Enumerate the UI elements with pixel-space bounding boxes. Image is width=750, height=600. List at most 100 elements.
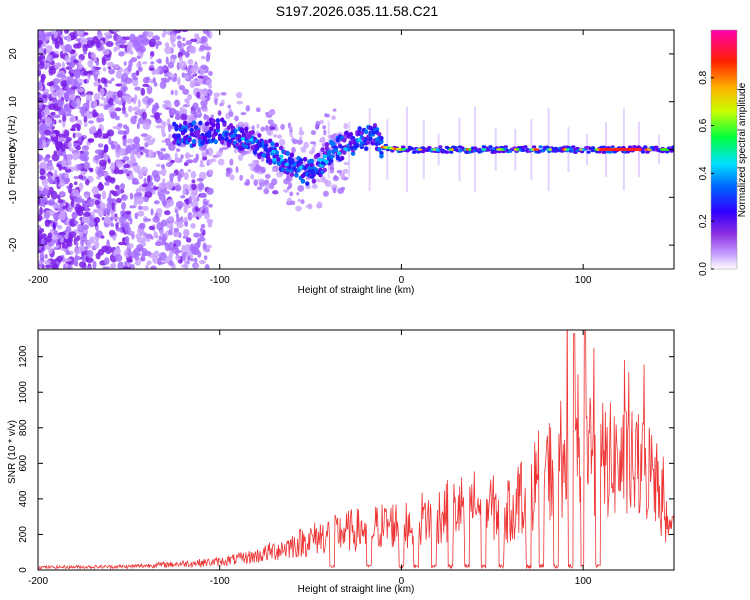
spectrogram-cell — [146, 175, 151, 184]
spectrogram-cell — [146, 98, 152, 106]
spectrogram-cell — [309, 141, 317, 145]
spectrogram-cell — [315, 120, 321, 126]
spectrogram-cell — [199, 227, 204, 233]
spectrogram-cell — [319, 119, 324, 125]
spectrogram-cell — [315, 125, 319, 130]
spectrogram-cell — [170, 36, 174, 46]
spectrogram-cell — [196, 239, 201, 248]
spectrogram-cell — [77, 223, 84, 233]
spectrogram-cell — [444, 150, 450, 154]
spectrogram-cell — [144, 191, 153, 199]
spectrogram-cell — [317, 178, 322, 183]
spectrogram-cell — [38, 30, 46, 40]
spectrogram-cell — [113, 47, 118, 52]
spectrogram-cell — [235, 166, 239, 174]
spectrogram-cell — [118, 51, 125, 57]
spectrogram-cell — [296, 139, 303, 145]
spectrogram-cell — [97, 30, 101, 35]
spectrogram-cell — [45, 264, 52, 269]
spectrogram-cell — [96, 40, 101, 49]
spectrogram-cell — [198, 259, 206, 265]
spectrogram-cell — [103, 215, 111, 224]
spectrogram-cell — [154, 112, 161, 121]
spectrogram-cell — [438, 145, 443, 149]
spectrogram-cell — [196, 91, 201, 99]
spectrogram-cell — [182, 37, 186, 42]
spectrogram-cell — [152, 77, 156, 84]
spectrogram-cell — [45, 108, 50, 117]
spectrogram-cell — [150, 208, 154, 216]
spectrogram-cell — [338, 172, 346, 176]
spectrogram-cell — [197, 107, 201, 113]
spectrogram-cell — [107, 158, 111, 164]
spectrogram-cell — [209, 126, 214, 132]
colorbar: 0.0 0.2 0.4 0.6 0.8 Normalized spectral ampl… — [698, 29, 748, 276]
spectrogram-cell — [86, 114, 93, 119]
spectrogram-cell — [59, 37, 64, 46]
spectrogram-cell — [98, 154, 103, 160]
bottom-x-tick-label: 0 — [399, 576, 405, 587]
spectrogram-cell — [46, 138, 52, 143]
spectrogram-cell — [77, 78, 83, 84]
spectrogram-cell — [173, 72, 178, 80]
spectrogram-cell — [220, 136, 225, 142]
spectrogram-cell — [153, 200, 160, 205]
spectrogram-cell — [316, 152, 321, 158]
spectrogram-cell — [192, 213, 199, 217]
spectrogram-cell — [255, 107, 261, 113]
spectrogram-cell — [348, 132, 354, 137]
spectrogram-cell — [291, 162, 297, 167]
bottom-y-tick-label: 1000 — [18, 381, 29, 404]
spectrogram-cell — [53, 103, 59, 112]
spectrogram-cell — [123, 223, 128, 230]
spectrogram-cell — [103, 257, 110, 265]
spectrogram-cell — [39, 202, 44, 207]
spectrogram-cell — [305, 204, 312, 208]
spectrogram-cell — [102, 67, 107, 72]
spectrogram-cell — [38, 67, 41, 72]
spectrogram-cell — [187, 93, 193, 101]
spectrogram-cell — [145, 264, 149, 269]
spectrogram-cell — [264, 185, 271, 189]
spectrogram-cell — [86, 249, 94, 258]
spectrogram-cell — [272, 157, 277, 162]
spectrogram-cell — [640, 150, 646, 154]
spectrogram-cell — [195, 79, 203, 87]
spectrogram-cell — [77, 64, 83, 70]
spectrogram-cell — [95, 230, 103, 238]
spectrogram-cell — [38, 197, 41, 206]
spectrogram-cell — [184, 188, 190, 196]
spectrogram-cell — [281, 160, 286, 165]
spectrogram-cell — [322, 154, 328, 158]
spectrogram-cell — [136, 210, 145, 217]
spectrogram-cell — [202, 156, 208, 161]
spectrogram-cell — [181, 30, 189, 33]
spectrogram-cell — [203, 113, 207, 121]
spectrogram-cell — [88, 126, 97, 134]
spectrogram-cell — [188, 195, 193, 204]
spectrogram-cell — [196, 195, 200, 202]
top-y-tick-label: 0 — [8, 146, 19, 152]
spectrogram-cell — [49, 123, 53, 130]
spectrogram-cell — [94, 73, 98, 82]
spectrogram-cell — [108, 97, 114, 106]
spectrogram-cell — [379, 139, 384, 145]
snr-panel: -200 -100 0 100 0 200 400 600 800 1000 1200 Heigh… — [7, 329, 675, 595]
spectrogram-cell — [181, 72, 186, 78]
spectrogram-cell — [164, 242, 169, 247]
spectrogram-cell — [134, 212, 139, 220]
spectrogram-cell — [187, 137, 192, 143]
spectrogram-cell — [126, 242, 134, 249]
spectrogram-cell — [192, 69, 197, 76]
spectrogram-cell — [653, 145, 659, 149]
spectrogram-cell — [64, 172, 69, 179]
spectrogram-cell — [83, 32, 89, 36]
spectrogram-cell — [89, 111, 93, 115]
spectrogram-cell — [46, 62, 50, 68]
spectrogram-cell — [221, 99, 225, 106]
spectrogram-cell — [56, 176, 60, 186]
spectrogram-cell — [38, 225, 42, 229]
spectrogram-cell — [317, 158, 322, 162]
spectrogram-cell — [168, 250, 174, 258]
spectrogram-cell — [93, 216, 101, 224]
